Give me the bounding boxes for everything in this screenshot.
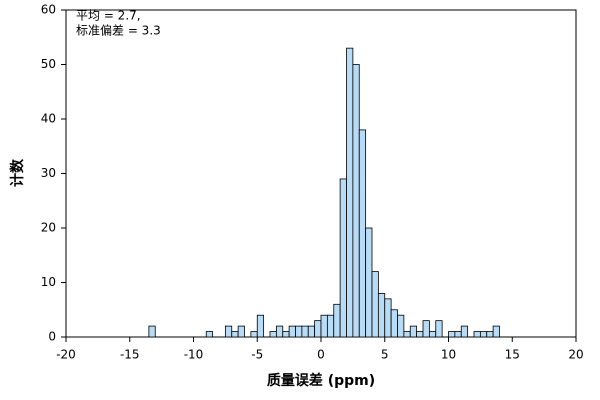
x-tick-label: 5 xyxy=(381,348,389,362)
bar xyxy=(492,325,500,338)
bar xyxy=(486,331,494,338)
y-axis-label: 计数 xyxy=(9,158,26,187)
bar xyxy=(148,325,156,338)
bar xyxy=(301,325,309,338)
bar xyxy=(435,320,443,338)
bar xyxy=(224,325,233,338)
bar xyxy=(320,314,328,338)
bar xyxy=(377,292,386,338)
bar xyxy=(397,314,405,338)
bar xyxy=(390,309,398,338)
y-tick-label: 10 xyxy=(41,275,56,289)
bar xyxy=(384,298,392,338)
x-tick-label: 20 xyxy=(568,348,583,362)
bar xyxy=(422,320,430,338)
bar xyxy=(288,325,296,338)
bar xyxy=(365,227,373,338)
y-tick-label: 20 xyxy=(41,221,56,235)
x-tick-label: 10 xyxy=(441,348,456,362)
bar xyxy=(454,331,462,338)
y-tick-label: 50 xyxy=(41,57,56,71)
bar xyxy=(371,271,379,338)
y-tick-label: 60 xyxy=(41,3,56,17)
bar xyxy=(428,331,437,338)
bar xyxy=(314,320,322,338)
x-tick-label: 0 xyxy=(317,348,325,362)
bar xyxy=(282,331,290,338)
bar xyxy=(250,331,258,338)
y-tick-label: 0 xyxy=(48,330,56,344)
bar xyxy=(448,331,456,338)
bar xyxy=(473,331,481,338)
bar xyxy=(269,331,277,338)
bar xyxy=(479,331,488,338)
bar xyxy=(346,47,354,338)
bar xyxy=(416,331,424,338)
x-tick-label: -20 xyxy=(56,348,76,362)
bar xyxy=(231,331,239,338)
x-axis-label: 质量误差 (ppm) xyxy=(267,372,375,389)
bar xyxy=(339,178,347,338)
bar xyxy=(352,64,360,338)
bar xyxy=(460,325,469,338)
x-tick-label: 15 xyxy=(505,348,520,362)
bar xyxy=(403,331,411,338)
y-tick-label: 30 xyxy=(41,166,56,180)
bar xyxy=(256,314,265,338)
annotation: 平均 = 2.7, xyxy=(76,9,141,23)
x-tick-label: -15 xyxy=(120,348,140,362)
bar xyxy=(326,314,335,338)
y-tick-label: 40 xyxy=(41,112,56,126)
bar xyxy=(237,325,245,338)
bar xyxy=(307,325,316,338)
bar xyxy=(205,331,214,338)
x-tick-label: -10 xyxy=(184,348,204,362)
bar xyxy=(333,303,341,338)
x-tick-label: -5 xyxy=(251,348,263,362)
plot-frame xyxy=(65,9,577,338)
bar xyxy=(358,129,367,338)
bar xyxy=(275,325,284,338)
bar xyxy=(409,325,418,338)
bar xyxy=(295,325,303,338)
annotation: 标准偏差 = 3.3 xyxy=(76,23,161,38)
